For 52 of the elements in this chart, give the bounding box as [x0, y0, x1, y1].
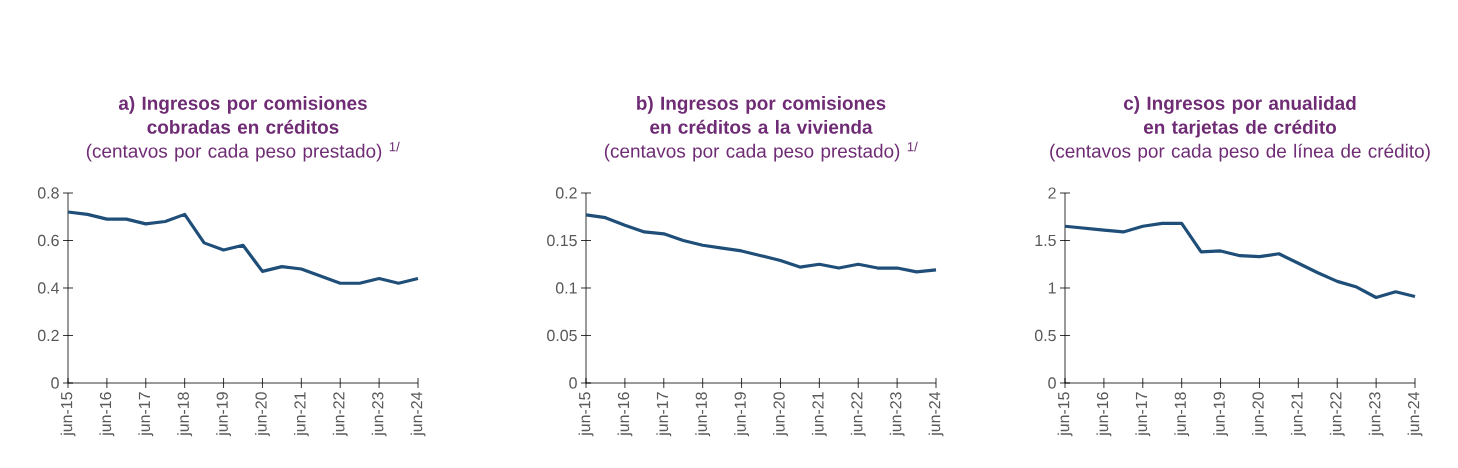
x-tick-label: jun-17	[656, 392, 672, 437]
y-tick-label: 0	[569, 377, 577, 389]
y-tick-label: 0	[1048, 377, 1056, 389]
chart-subtitle: (centavos por cada peso de línea de crédito)	[1050, 143, 1430, 162]
x-tick-label: jun-19	[216, 392, 231, 437]
y-tick-label: 0.6	[37, 234, 59, 247]
x-tick-label: jun-21	[1290, 392, 1306, 437]
x-tick-label: jun-17	[138, 392, 154, 437]
y-tick-label: 0.15	[547, 234, 577, 247]
line-series	[584, 213, 938, 274]
y-tick-label: 0.2	[37, 329, 59, 342]
x-tick-label: jun-15	[578, 392, 594, 437]
y-tick-label: 0.2	[555, 187, 577, 199]
x-tick-label: jun-15	[1057, 392, 1073, 437]
x-tick-label: jun-16	[617, 392, 633, 437]
x-tick-label: jun-18	[177, 392, 193, 437]
x-tick-label: jun-20	[773, 392, 788, 437]
y-tick-label: 0.8	[37, 187, 59, 199]
y-tick-label: 0.05	[547, 329, 577, 342]
chart-title: a) Ingresos por comisiones cobradas en créditos	[118, 96, 367, 134]
y-tick-label: 0.4	[37, 282, 59, 294]
chart-title: b) Ingresos por comisiones en créditos a la vivienda	[637, 96, 886, 134]
x-tick-label: jun-20	[255, 392, 270, 437]
x-tick-label: jun-22	[1329, 392, 1345, 437]
x-tick-label: jun-18	[695, 392, 711, 437]
y-tick-label: 2	[1048, 187, 1056, 199]
x-tick-label: jun-23	[1368, 392, 1384, 437]
x-tick-label: jun-24	[410, 392, 426, 437]
x-tick-label: jun-22	[332, 392, 348, 437]
y-tick-label: 0	[51, 377, 59, 389]
x-tick-label: jun-24	[928, 392, 944, 437]
x-tick-label: jun-19	[1213, 392, 1228, 437]
x-tick-label: jun-18	[1174, 392, 1190, 437]
x-tick-label: jun-21	[293, 392, 309, 437]
x-tick-label: jun-22	[850, 392, 866, 437]
x-tick-label: jun-20	[1252, 392, 1267, 437]
y-tick-label: 1	[1048, 282, 1056, 294]
x-tick-label: jun-23	[889, 392, 905, 437]
chart-subtitle: (centavos por cada peso prestado) $^{1/}$	[86, 141, 400, 162]
x-tick-label: jun-24	[1407, 392, 1423, 437]
x-tick-label: jun-19	[734, 392, 749, 437]
x-tick-label: jun-16	[1096, 392, 1112, 437]
x-tick-label: jun-15	[60, 392, 76, 437]
x-tick-label: jun-23	[371, 392, 387, 437]
x-tick-label: jun-21	[811, 392, 827, 437]
chart-subtitle: (centavos por cada peso prestado) $^{1/}$	[604, 141, 918, 162]
x-tick-label: jun-17	[1135, 392, 1151, 437]
y-tick-label: 0.5	[1034, 329, 1056, 342]
y-tick-label: 0.1	[555, 282, 577, 294]
chart-title: c) Ingresos por anualidad en tarjetas de crédito	[1124, 96, 1356, 138]
y-tick-label: 1.5	[1035, 234, 1056, 247]
x-tick-label: jun-16	[99, 392, 115, 437]
